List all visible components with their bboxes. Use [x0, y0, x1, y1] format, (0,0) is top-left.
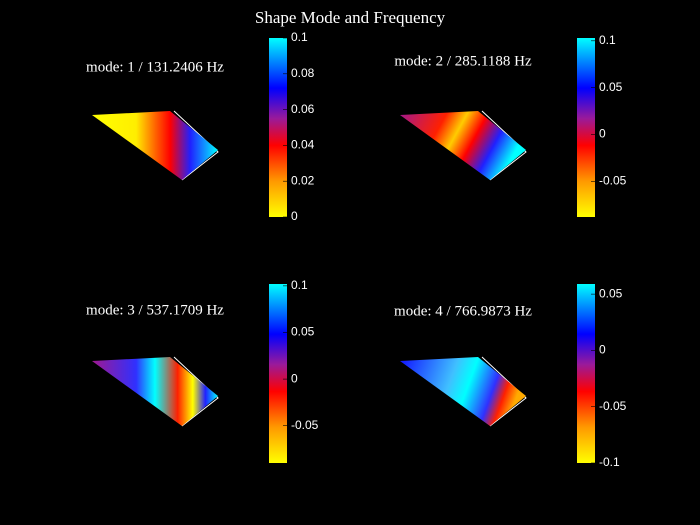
surface-outline [481, 110, 527, 181]
colorbar-tick-label: -0.1 [599, 455, 620, 469]
colorbar-tick-label: 0 [291, 371, 298, 385]
colorbar [269, 38, 287, 217]
colorbar [577, 38, 595, 217]
colorbar-tick-label: 0.05 [599, 286, 623, 300]
surface [92, 111, 218, 180]
subplot-title: mode: 3 / 537.1709 Hz [86, 302, 224, 318]
colorbar-tick-label: 0.1 [291, 30, 308, 44]
colorbar-tick-label: -0.05 [291, 418, 319, 432]
colorbar-tick-label: 0.08 [291, 66, 315, 80]
surface-outline [173, 356, 219, 427]
surface [400, 357, 526, 426]
colorbar-tick-label: 0.1 [599, 33, 616, 47]
colorbar-tick-label: 0.05 [599, 80, 623, 94]
colorbar-tick-label: 0 [599, 127, 606, 141]
colorbar-tick-label: 0.02 [291, 173, 315, 187]
colorbar [269, 284, 287, 463]
colorbar-tick-label: 0.1 [291, 278, 308, 292]
surface [92, 357, 218, 426]
surface [400, 111, 526, 180]
colorbar-tick-label: 0.04 [291, 138, 315, 152]
subplot-title: mode: 1 / 131.2406 Hz [86, 59, 224, 75]
colorbar-tick-label: 0 [291, 209, 298, 223]
colorbar-tick-label: -0.05 [599, 399, 627, 413]
surface-outline [481, 356, 527, 427]
colorbar-tick-label: 0.06 [291, 102, 315, 116]
colorbar-tick-label: -0.05 [599, 174, 627, 188]
subplot-title: mode: 2 / 285.1188 Hz [394, 53, 532, 69]
colorbar [577, 284, 595, 463]
subplot-title: mode: 4 / 766.9873 Hz [394, 303, 532, 319]
colorbar-tick-label: 0 [599, 343, 606, 357]
figure-title: Shape Mode and Frequency [255, 8, 446, 27]
surface-outline [173, 110, 219, 181]
colorbar-tick-label: 0.05 [291, 325, 315, 339]
